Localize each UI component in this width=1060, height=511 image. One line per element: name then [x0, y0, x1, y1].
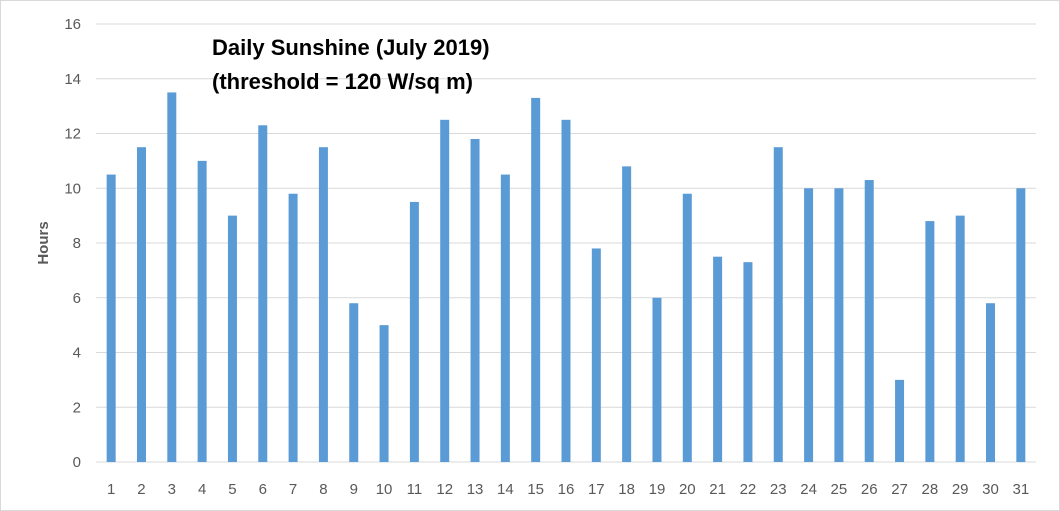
x-tick-label: 21: [709, 481, 726, 498]
bar-day-2: [136, 147, 146, 462]
y-tick-label: 10: [64, 180, 81, 197]
bar-day-13: [470, 138, 480, 462]
x-tick-label: 10: [376, 481, 393, 498]
x-tick-label: 16: [558, 481, 575, 498]
x-tick-label: 18: [618, 481, 635, 498]
y-axis-title: Hours: [35, 221, 52, 264]
x-tick-label: 26: [861, 481, 878, 498]
bar-day-27: [895, 379, 905, 462]
bar-day-3: [167, 92, 177, 462]
x-tick-label: 23: [770, 481, 787, 498]
x-tick-label: 30: [982, 481, 999, 498]
bar-day-24: [804, 188, 814, 462]
y-tick-label: 12: [64, 126, 81, 143]
chart-title-line-1: Daily Sunshine (July 2019): [212, 35, 490, 60]
x-tick-label: 14: [497, 481, 514, 498]
x-tick-label: 3: [168, 481, 176, 498]
x-tick-label: 31: [1012, 481, 1029, 498]
bar-day-18: [622, 166, 632, 462]
x-tick-label: 2: [137, 481, 145, 498]
bar-day-23: [773, 147, 783, 462]
y-tick-label: 8: [73, 235, 81, 252]
x-tick-label: 15: [527, 481, 544, 498]
x-tick-label: 11: [407, 481, 423, 498]
bar-day-30: [986, 303, 996, 462]
x-tick-label: 20: [679, 481, 696, 498]
x-tick-label: 7: [289, 481, 297, 498]
bar-day-16: [561, 119, 571, 462]
y-tick-label: 14: [64, 71, 81, 88]
bar-day-31: [1016, 188, 1026, 462]
bar-day-25: [834, 188, 844, 462]
x-tick-label: 4: [198, 481, 206, 498]
bar-day-10: [379, 325, 389, 462]
x-tick-label: 1: [107, 481, 115, 498]
x-axis-ticks: 1 2 3 4 5 6 7 8 9 10 11 12 13 14 15 16 17 18 19 20 21 22 23 24 2…: [107, 481, 1029, 498]
chart-title-line-2: (threshold = 120 W/sq m): [212, 69, 473, 94]
y-tick-label: 4: [73, 345, 81, 362]
bar-day-5: [227, 215, 237, 462]
x-tick-label: 27: [891, 481, 908, 498]
x-tick-label: 13: [467, 481, 484, 498]
bar-day-21: [713, 256, 723, 462]
bar-day-4: [197, 160, 207, 462]
y-tick-label: 6: [73, 290, 81, 307]
bar-day-14: [500, 174, 510, 462]
x-tick-label: 19: [649, 481, 666, 498]
bar-day-7: [288, 193, 298, 462]
x-tick-label: 17: [588, 481, 605, 498]
bar-day-8: [318, 147, 328, 462]
bar-day-19: [652, 297, 662, 462]
bar-day-12: [440, 119, 450, 462]
x-tick-label: 5: [228, 481, 236, 498]
bar-day-9: [349, 303, 359, 462]
bar-day-15: [531, 97, 541, 462]
bar-day-11: [409, 201, 419, 462]
bar-day-26: [864, 180, 874, 462]
x-tick-label: 12: [436, 481, 453, 498]
x-tick-label: 28: [922, 481, 939, 498]
bar-day-22: [743, 262, 753, 462]
bar-day-20: [682, 193, 692, 462]
x-tick-label: 24: [800, 481, 817, 498]
x-tick-label: 22: [740, 481, 757, 498]
bar-day-1: [106, 174, 116, 462]
bar-day-28: [925, 221, 935, 462]
x-tick-label: 25: [831, 481, 848, 498]
bar-day-29: [955, 215, 965, 462]
bar-day-6: [258, 125, 268, 462]
x-tick-label: 9: [350, 481, 358, 498]
bar-day-17: [591, 248, 601, 462]
x-tick-label: 6: [259, 481, 267, 498]
y-axis-ticks: 0 2 4 6 8 10 12 14 16: [64, 16, 81, 471]
y-tick-label: 2: [73, 399, 81, 416]
y-tick-label: 0: [73, 454, 81, 471]
x-tick-label: 29: [952, 481, 969, 498]
x-tick-label: 8: [319, 481, 327, 498]
bar-series: [106, 92, 1026, 462]
y-tick-label: 16: [64, 16, 81, 33]
